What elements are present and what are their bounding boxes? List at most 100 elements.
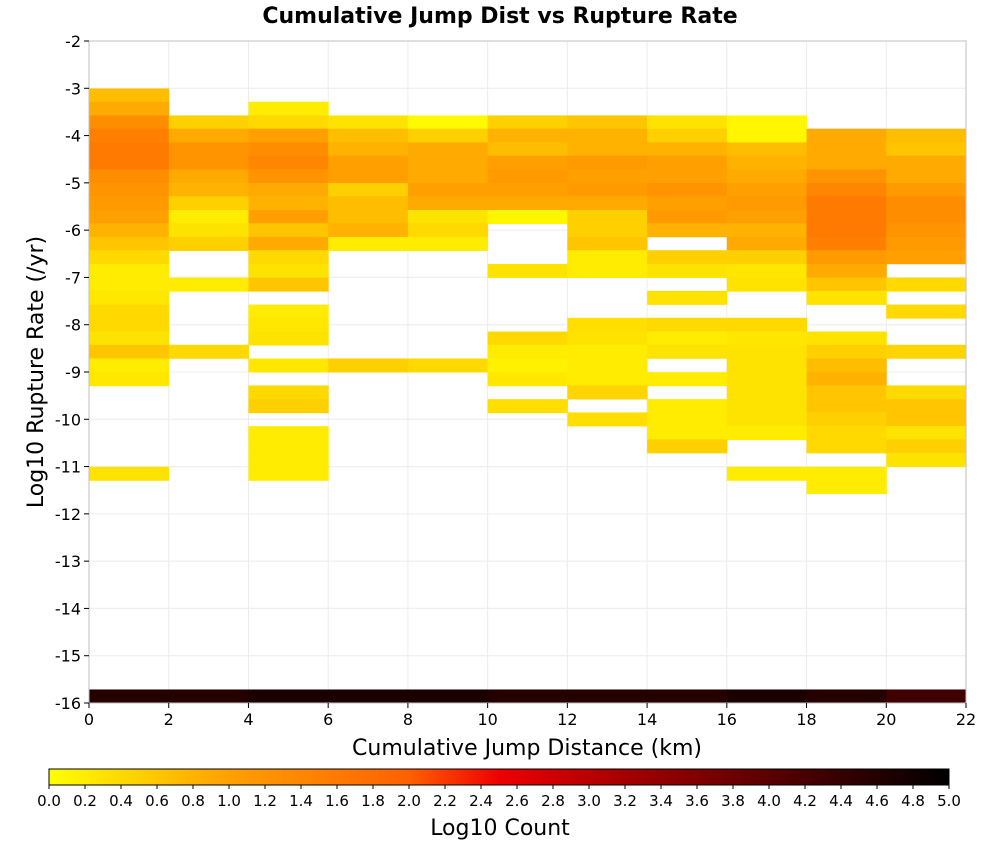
heatmap-cell bbox=[248, 453, 329, 468]
heatmap-cell bbox=[328, 358, 409, 373]
heatmap-cell bbox=[168, 196, 249, 211]
heatmap-cell bbox=[806, 236, 887, 251]
heatmap-cell bbox=[886, 169, 967, 184]
heatmap-cell bbox=[726, 399, 808, 414]
heatmap-cell bbox=[407, 142, 489, 157]
heatmap-cell bbox=[806, 155, 887, 170]
heatmap-cell bbox=[647, 331, 728, 346]
heatmap-cell bbox=[886, 128, 967, 143]
heatmap-cell bbox=[886, 209, 967, 225]
heatmap-cell bbox=[726, 317, 808, 332]
heatmap-cell bbox=[487, 155, 568, 170]
heatmap-cell bbox=[487, 183, 568, 198]
heatmap-cell bbox=[248, 223, 329, 238]
heatmap-cell bbox=[886, 304, 967, 319]
heatmap-cell bbox=[647, 689, 728, 704]
heatmap-cell bbox=[407, 128, 489, 143]
heatmap-cell bbox=[168, 115, 249, 130]
heatmap-cell bbox=[647, 263, 728, 278]
heatmap-cell bbox=[89, 277, 170, 292]
colorbar-tick-label: 2.8 bbox=[541, 792, 565, 810]
heatmap-cell bbox=[248, 115, 329, 130]
colorbar-tick-label: 0.2 bbox=[73, 792, 97, 810]
heatmap-cell bbox=[567, 183, 648, 198]
heatmap-cell bbox=[647, 439, 728, 454]
x-tick-label: 16 bbox=[717, 710, 737, 729]
heatmap-cell bbox=[806, 250, 887, 265]
heatmap-cell bbox=[567, 155, 648, 170]
heatmap-cell bbox=[647, 317, 728, 332]
heatmap-cell bbox=[248, 250, 329, 265]
heatmap-cell bbox=[647, 344, 728, 359]
heatmap-cell bbox=[328, 689, 409, 704]
colorbar-tick-label: 4.4 bbox=[829, 792, 853, 810]
colorbar-tick-label: 0.6 bbox=[145, 792, 169, 810]
heatmap-cell bbox=[647, 399, 728, 414]
heatmap-cell bbox=[806, 277, 887, 292]
x-tick-label: 6 bbox=[323, 710, 333, 729]
heatmap-cell bbox=[886, 155, 967, 170]
heatmap-cell bbox=[726, 183, 808, 198]
x-tick-label: 0 bbox=[84, 710, 94, 729]
heatmap-cell bbox=[886, 439, 967, 454]
heatmap-cell bbox=[487, 209, 568, 225]
heatmap-cell bbox=[726, 196, 808, 211]
x-tick-label: 18 bbox=[796, 710, 816, 729]
x-tick-label: 4 bbox=[243, 710, 253, 729]
heatmap-cell bbox=[806, 331, 887, 346]
colorbar-tick-label: 3.4 bbox=[649, 792, 673, 810]
colorbar-tick-label: 0.0 bbox=[37, 792, 61, 810]
y-tick-label: -15 bbox=[55, 647, 81, 666]
heatmap-cell bbox=[806, 209, 887, 225]
x-tick-label: 14 bbox=[637, 710, 657, 729]
heatmap-cell bbox=[407, 358, 489, 373]
heatmap-cell bbox=[248, 183, 329, 198]
heatmap-cell bbox=[168, 142, 249, 157]
y-tick-label: -6 bbox=[65, 221, 81, 240]
heatmap-cell bbox=[487, 358, 568, 373]
heatmap-cell bbox=[89, 689, 170, 704]
heatmap-cell bbox=[886, 453, 967, 468]
colorbar-tick-label: 1.4 bbox=[289, 792, 313, 810]
heatmap-cell bbox=[89, 466, 170, 481]
colorbar bbox=[48, 768, 950, 786]
heatmap-cell bbox=[726, 277, 808, 292]
heatmap-cell bbox=[726, 250, 808, 265]
heatmap-cell bbox=[248, 236, 329, 251]
heatmap-cell bbox=[647, 183, 728, 198]
heatmap-cell bbox=[248, 277, 329, 292]
heatmap-cell bbox=[168, 236, 249, 251]
heatmap-cell bbox=[89, 344, 170, 359]
y-tick-label: -9 bbox=[65, 363, 81, 382]
heatmap-cell bbox=[647, 209, 728, 225]
y-tick-label: -14 bbox=[55, 599, 81, 618]
heatmap-cell bbox=[328, 155, 409, 170]
heatmap-cell bbox=[487, 115, 568, 130]
heatmap-cell bbox=[806, 358, 887, 373]
heatmap-cell bbox=[806, 290, 887, 305]
heatmap-cell bbox=[168, 128, 249, 143]
y-tick-label: -4 bbox=[65, 127, 81, 146]
heatmap-cell bbox=[567, 385, 648, 400]
heatmap-cell bbox=[726, 236, 808, 251]
heatmap-cell bbox=[567, 115, 648, 130]
heatmap-cell bbox=[726, 169, 808, 184]
y-tick-label: -13 bbox=[55, 552, 81, 571]
heatmap-cell bbox=[647, 142, 728, 157]
heatmap-cell bbox=[168, 689, 249, 704]
heatmap-cell bbox=[248, 169, 329, 184]
heatmap-cell bbox=[567, 372, 648, 387]
heatmap-cell bbox=[647, 169, 728, 184]
heatmap-cell bbox=[89, 209, 170, 225]
heatmap-cell bbox=[487, 196, 568, 211]
heatmap-cell bbox=[647, 223, 728, 238]
heatmap-cell bbox=[168, 155, 249, 170]
heatmap-cell bbox=[248, 209, 329, 225]
heatmap-cell bbox=[328, 209, 409, 225]
heatmap-cell bbox=[726, 142, 808, 157]
heatmap-cell bbox=[806, 426, 887, 441]
heatmap-cell bbox=[248, 689, 329, 704]
x-tick-label: 12 bbox=[557, 710, 577, 729]
heatmap-cell bbox=[567, 263, 648, 278]
x-tick-label: 8 bbox=[403, 710, 413, 729]
